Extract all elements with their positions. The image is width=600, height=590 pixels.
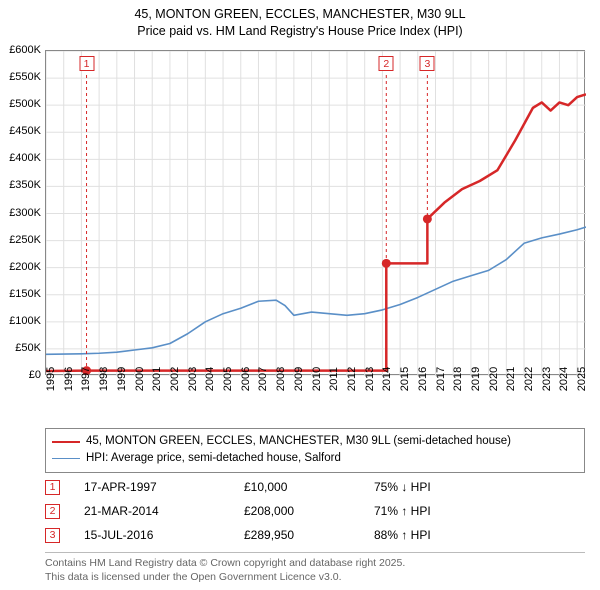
x-tick-label: 2024 xyxy=(558,367,570,391)
x-tick-label: 2025 xyxy=(576,367,588,391)
x-tick-label: 2000 xyxy=(134,367,146,391)
legend-row-price-paid: 45, MONTON GREEN, ECCLES, MANCHESTER, M3… xyxy=(52,433,578,450)
title-line-1: 45, MONTON GREEN, ECCLES, MANCHESTER, M3… xyxy=(0,6,600,23)
event-date: 21-MAR-2014 xyxy=(84,504,244,518)
event-marker-icon: 1 xyxy=(45,480,60,495)
legend-row-hpi: HPI: Average price, semi-detached house,… xyxy=(52,450,578,467)
event-row: 3 15-JUL-2016£289,95088% ↑ HPI xyxy=(45,523,585,547)
event-table: 1 17-APR-1997£10,00075% ↓ HPI 2 21-MAR-2014… xyxy=(45,475,585,547)
x-tick-label: 2011 xyxy=(328,367,340,391)
x-tick-label: 2002 xyxy=(169,367,181,391)
y-tick-label: £300K xyxy=(9,207,41,219)
series-hpi-line xyxy=(46,227,586,354)
y-tick-label: £500K xyxy=(9,98,41,110)
x-tick-label: 2003 xyxy=(187,367,199,391)
x-tick-label: 2005 xyxy=(222,367,234,391)
event-marker-icon: 2 xyxy=(45,504,60,519)
y-tick-label: £450K xyxy=(9,125,41,137)
event-row: 1 17-APR-1997£10,00075% ↓ HPI xyxy=(45,475,585,499)
legend-label-price-paid: 45, MONTON GREEN, ECCLES, MANCHESTER, M3… xyxy=(86,433,511,450)
footnote-line-2: This data is licensed under the Open Gov… xyxy=(45,571,585,585)
event-flag: 2 xyxy=(379,56,394,71)
event-flag: 3 xyxy=(420,56,435,71)
y-tick-label: £100K xyxy=(9,315,41,327)
x-tick-label: 2004 xyxy=(204,367,216,391)
x-tick-label: 2015 xyxy=(399,367,411,391)
legend-swatch-price-paid xyxy=(52,441,80,443)
x-tick-label: 2023 xyxy=(541,367,553,391)
event-delta: 88% ↑ HPI xyxy=(374,528,585,542)
event-marker-icon: 3 xyxy=(45,528,60,543)
x-tick-label: 2010 xyxy=(311,367,323,391)
x-tick-label: 2020 xyxy=(488,367,500,391)
y-tick-label: £550K xyxy=(9,71,41,83)
y-tick-label: £600K xyxy=(9,44,41,56)
title-line-2: Price paid vs. HM Land Registry's House … xyxy=(0,23,600,40)
x-tick-label: 1997 xyxy=(80,367,92,391)
y-tick-label: £200K xyxy=(9,261,41,273)
x-tick-label: 1995 xyxy=(45,367,57,391)
chart-svg xyxy=(46,51,586,376)
event-delta: 71% ↑ HPI xyxy=(374,504,585,518)
x-tick-label: 2022 xyxy=(523,367,535,391)
event-price: £289,950 xyxy=(244,528,374,542)
legend-swatch-hpi xyxy=(52,458,80,459)
x-tick-label: 2008 xyxy=(275,367,287,391)
y-tick-label: £150K xyxy=(9,288,41,300)
x-tick-label: 2014 xyxy=(381,367,393,391)
y-tick-label: £350K xyxy=(9,179,41,191)
event-date: 15-JUL-2016 xyxy=(84,528,244,542)
y-axis: £0£50K£100K£150K£200K£250K£300K£350K£400… xyxy=(0,50,45,375)
legend: 45, MONTON GREEN, ECCLES, MANCHESTER, M3… xyxy=(45,428,585,473)
y-tick-label: £250K xyxy=(9,234,41,246)
footnote: Contains HM Land Registry data © Crown c… xyxy=(45,552,585,584)
chart-plot-area: 1 2 3 xyxy=(45,50,585,375)
x-tick-label: 2013 xyxy=(364,367,376,391)
legend-label-hpi: HPI: Average price, semi-detached house,… xyxy=(86,450,341,467)
x-tick-label: 1998 xyxy=(98,367,110,391)
y-tick-label: £50K xyxy=(15,342,41,354)
event-price: £208,000 xyxy=(244,504,374,518)
y-tick-label: £400K xyxy=(9,152,41,164)
x-tick-label: 2007 xyxy=(257,367,269,391)
event-flag: 1 xyxy=(79,56,94,71)
x-tick-label: 1996 xyxy=(63,367,75,391)
x-tick-label: 2018 xyxy=(452,367,464,391)
x-tick-label: 2019 xyxy=(470,367,482,391)
x-tick-label: 2021 xyxy=(505,367,517,391)
event-price: £10,000 xyxy=(244,480,374,494)
x-tick-label: 2006 xyxy=(240,367,252,391)
price-paid-marker xyxy=(382,259,391,268)
x-tick-label: 2001 xyxy=(151,367,163,391)
footnote-line-1: Contains HM Land Registry data © Crown c… xyxy=(45,557,585,571)
x-tick-label: 1999 xyxy=(116,367,128,391)
x-tick-label: 2016 xyxy=(417,367,429,391)
y-tick-label: £0 xyxy=(29,369,41,381)
event-date: 17-APR-1997 xyxy=(84,480,244,494)
price-paid-marker xyxy=(423,214,432,223)
x-tick-label: 2012 xyxy=(346,367,358,391)
event-delta: 75% ↓ HPI xyxy=(374,480,585,494)
x-tick-label: 2009 xyxy=(293,367,305,391)
x-tick-label: 2017 xyxy=(435,367,447,391)
x-axis: 1995199619971998199920002001200220032004… xyxy=(45,375,585,430)
event-row: 2 21-MAR-2014£208,00071% ↑ HPI xyxy=(45,499,585,523)
chart-title: 45, MONTON GREEN, ECCLES, MANCHESTER, M3… xyxy=(0,0,600,40)
